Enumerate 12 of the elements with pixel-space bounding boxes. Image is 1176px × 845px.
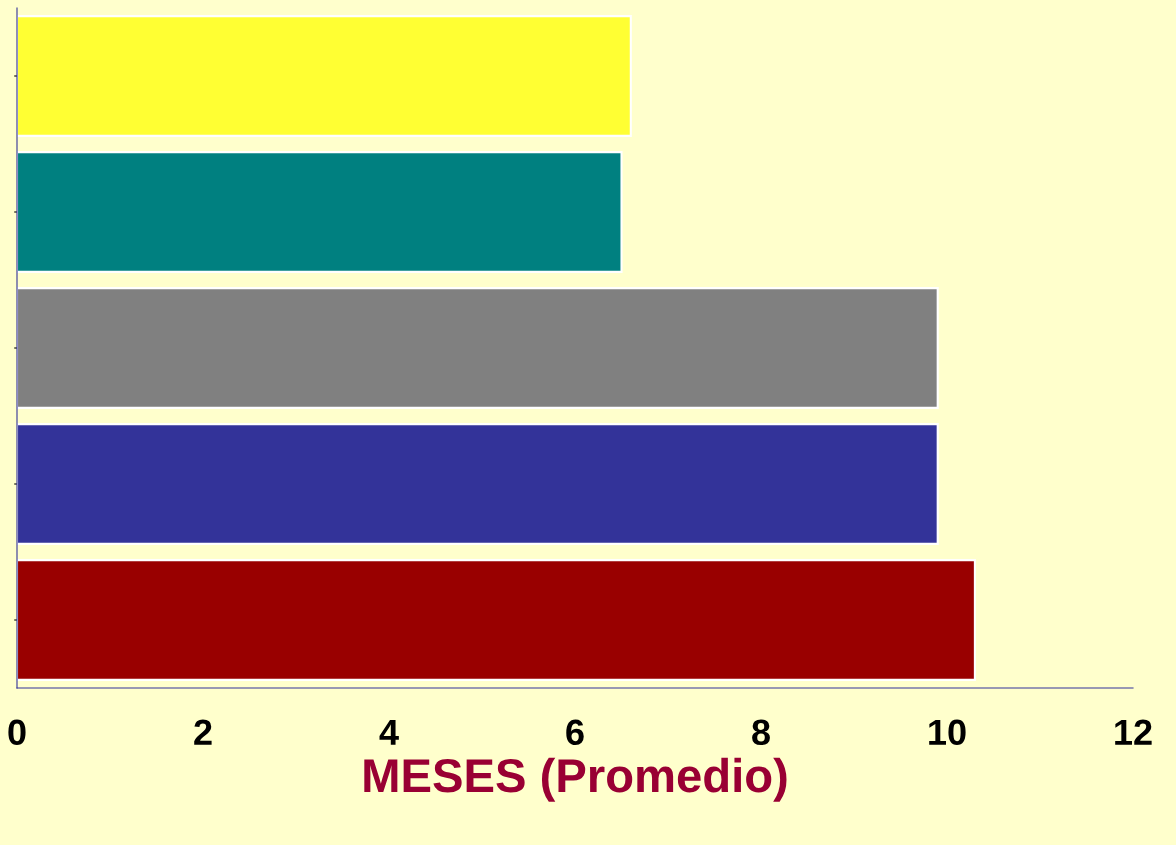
- x-tick-label: 2: [194, 719, 212, 745]
- bar: [17, 15, 632, 137]
- x-tick-label: 8: [752, 719, 770, 746]
- x-tick-label: 4: [379, 719, 399, 745]
- x-tick-label: 10: [929, 719, 966, 746]
- x-tick-label: 6: [566, 719, 584, 746]
- x-axis-title: MESES (Promedio): [364, 757, 787, 802]
- x-tick-label: 0: [8, 719, 26, 746]
- bar: [17, 287, 939, 409]
- bar: [17, 151, 623, 273]
- bar: [17, 559, 976, 681]
- x-tick-label: 12: [1115, 719, 1152, 745]
